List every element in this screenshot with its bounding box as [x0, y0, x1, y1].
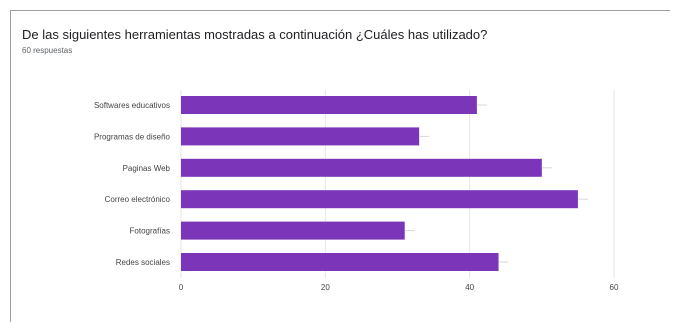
category-label: Softwares educativos [94, 101, 170, 110]
bar [181, 221, 405, 240]
x-tick-label: 20 [321, 283, 330, 292]
x-tick-label: 40 [465, 283, 474, 292]
x-tick-label: 0 [179, 283, 184, 292]
bar [181, 190, 578, 209]
category-label: Fotografías [130, 227, 170, 236]
x-tick-label: 60 [610, 283, 619, 292]
category-label: Correo electrónico [105, 195, 171, 204]
category-label: Redes sociales [116, 258, 170, 267]
category-label: Paginas Web [123, 164, 171, 173]
bar [181, 96, 477, 114]
category-label: Programas de diseño [94, 132, 171, 141]
bar [181, 127, 420, 146]
question-title: De las siguientes herramientas mostradas… [22, 27, 488, 42]
response-count: 60 respuestas [22, 46, 73, 55]
bar [181, 158, 542, 177]
bar [181, 253, 499, 271]
